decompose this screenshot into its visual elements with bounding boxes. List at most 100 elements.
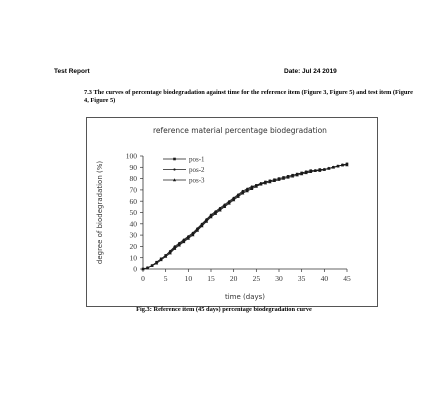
data-point-pos-2	[200, 222, 204, 225]
x-axis-label: time (days)	[225, 293, 265, 301]
data-point-pos-3	[200, 224, 204, 228]
y-tick-label: 90	[130, 163, 138, 172]
report-title: Test Report	[54, 68, 90, 75]
data-point-pos-3	[313, 168, 317, 172]
data-point-pos-3	[281, 176, 286, 180]
data-point-pos-2	[241, 189, 244, 193]
data-point-pos-3	[295, 173, 299, 177]
data-point-pos-3	[304, 171, 308, 175]
data-point-pos-3	[300, 172, 304, 176]
y-tick-label: 20	[130, 242, 138, 251]
data-point-pos-3	[268, 180, 272, 184]
data-point-pos-2	[173, 245, 176, 248]
data-point-pos-3	[232, 198, 236, 202]
legend-marker-pos-1	[173, 157, 176, 161]
data-point-pos-3	[286, 175, 290, 179]
y-tick-label: 70	[130, 186, 138, 195]
data-point-pos-2	[191, 231, 194, 234]
data-point-pos-3	[182, 240, 186, 244]
chart-title: reference material percentage biodegrada…	[153, 126, 327, 135]
x-tick-label: 20	[230, 274, 238, 283]
legend-marker-pos-2	[173, 168, 176, 171]
data-point-pos-2	[223, 203, 226, 206]
y-tick-label: 40	[130, 219, 138, 228]
data-point-pos-2	[196, 227, 199, 230]
data-point-pos-3	[277, 177, 281, 181]
data-point-pos-2	[209, 213, 213, 216]
x-tick-label: 10	[185, 274, 193, 283]
data-point-pos-3	[309, 170, 313, 174]
data-point-pos-2	[169, 249, 172, 253]
data-point-pos-2	[237, 193, 240, 196]
biodegradation-chart: reference material percentage biodegrada…	[96, 126, 351, 301]
legend-marker-pos-3	[172, 178, 177, 182]
data-point-pos-3	[159, 258, 163, 262]
legend-label-pos-3: pos-3	[189, 176, 205, 184]
data-point-pos-3	[209, 215, 213, 219]
data-point-pos-3	[191, 233, 195, 237]
x-tick-label: 25	[253, 274, 261, 283]
y-axis-label: degree of biodegradation (%)	[96, 161, 104, 265]
data-point-pos-3	[250, 186, 254, 190]
y-tick-label: 50	[130, 208, 138, 217]
x-tick-label: 35	[298, 274, 306, 283]
y-tick-label: 100	[126, 152, 138, 161]
data-point-pos-3	[177, 243, 181, 247]
data-point-pos-2	[178, 241, 181, 245]
data-point-pos-3	[213, 211, 218, 215]
data-point-pos-3	[223, 205, 227, 209]
data-point-pos-2	[182, 238, 185, 241]
data-point-pos-2	[187, 235, 190, 238]
data-point-pos-3	[254, 184, 258, 188]
report-date: Date: Jul 24 2019	[284, 68, 337, 75]
data-point-pos-3	[259, 182, 263, 186]
series-line-pos-2	[142, 163, 348, 270]
data-point-pos-3	[291, 174, 295, 178]
data-point-pos-3	[327, 166, 331, 170]
legend-label-pos-2: pos-2	[189, 166, 205, 174]
x-tick-label: 40	[321, 274, 329, 283]
section-heading: 7.3 The curves of percentage biodegradat…	[84, 89, 413, 105]
data-point-pos-3	[155, 261, 159, 265]
data-point-pos-3	[322, 167, 326, 171]
chart-frame	[86, 117, 378, 307]
data-point-pos-2	[246, 187, 249, 190]
x-tick-label: 0	[141, 274, 145, 283]
data-point-pos-2	[205, 218, 208, 221]
data-point-pos-3	[340, 163, 345, 167]
data-point-pos-3	[145, 266, 150, 270]
data-point-pos-2	[250, 185, 253, 188]
series-line-pos-3	[142, 164, 347, 270]
data-point-pos-3	[245, 189, 249, 193]
legend-label-pos-1: pos-1	[189, 155, 205, 163]
data-point-pos-3	[331, 165, 335, 169]
data-point-pos-3	[141, 267, 145, 271]
data-point-pos-3	[164, 254, 168, 258]
y-tick-label: 0	[133, 265, 137, 274]
data-point-pos-3	[336, 164, 340, 168]
data-point-pos-3	[173, 246, 177, 250]
data-point-pos-3	[204, 219, 209, 223]
x-tick-label: 30	[275, 274, 283, 283]
data-point-pos-3	[272, 179, 277, 183]
y-tick-label: 30	[130, 231, 138, 240]
data-point-pos-3	[236, 194, 240, 198]
y-tick-label: 60	[130, 197, 138, 206]
x-tick-label: 5	[164, 274, 168, 283]
data-point-pos-3	[150, 263, 154, 267]
data-point-pos-3	[345, 163, 349, 167]
data-point-pos-2	[218, 206, 222, 210]
data-point-pos-3	[241, 191, 245, 195]
data-point-pos-3	[227, 201, 231, 205]
data-point-pos-3	[195, 228, 199, 232]
data-point-pos-2	[214, 210, 217, 213]
data-point-pos-3	[218, 208, 222, 212]
x-tick-label: 45	[343, 274, 351, 283]
data-point-pos-2	[232, 196, 235, 199]
data-point-pos-3	[186, 236, 190, 240]
y-tick-label: 80	[130, 174, 138, 183]
figure-caption: Fig.3: Reference item (45 days) percenta…	[136, 306, 312, 313]
data-point-pos-3	[263, 181, 267, 185]
data-point-pos-3	[168, 251, 172, 255]
y-tick-label: 10	[130, 253, 138, 262]
